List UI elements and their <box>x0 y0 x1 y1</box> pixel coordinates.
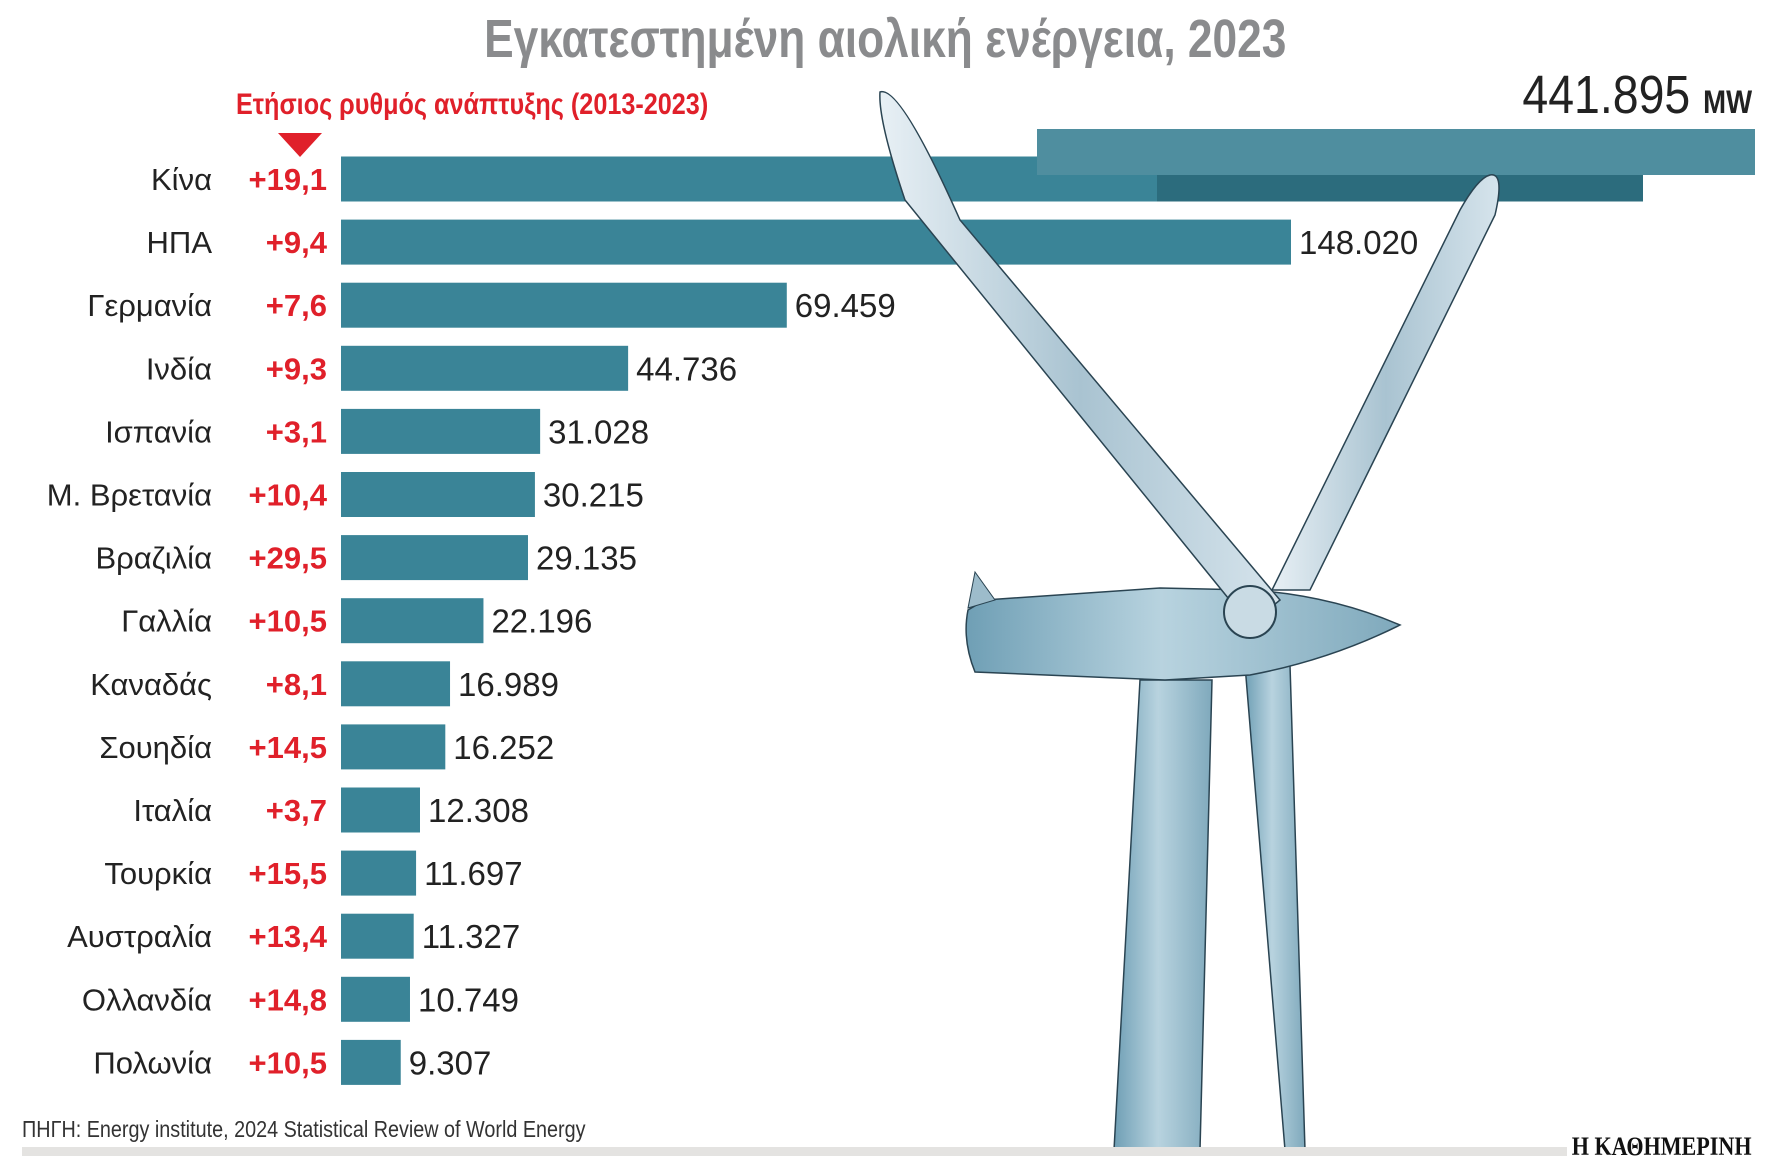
source-note: ΠΗΓΗ: Energy institute, 2024 Statistical… <box>22 1116 586 1142</box>
value-label: 44.736 <box>636 350 737 387</box>
bar <box>341 345 629 391</box>
country-label: Πολωνία <box>93 1045 212 1080</box>
country-label: Σουηδία <box>99 730 212 765</box>
growth-label: +13,4 <box>249 919 328 954</box>
growth-label: +9,3 <box>266 351 327 386</box>
growth-label: +19,1 <box>249 162 327 197</box>
bar <box>341 976 410 1022</box>
growth-label: +14,8 <box>249 982 327 1017</box>
country-label: Τουρκία <box>104 856 212 891</box>
growth-label: +10,4 <box>249 478 328 513</box>
country-label: Ισπανία <box>105 414 212 449</box>
bar <box>341 535 528 581</box>
growth-label: +7,6 <box>266 288 327 323</box>
value-label: 22.196 <box>491 603 592 640</box>
value-label: 11.327 <box>422 918 520 955</box>
nacelle <box>965 587 1402 681</box>
growth-label: +10,5 <box>249 1045 327 1080</box>
country-label: Γερμανία <box>87 288 212 323</box>
country-label: Αυστραλία <box>67 919 212 954</box>
bar <box>341 282 787 328</box>
blade-up-right <box>1270 174 1500 591</box>
country-label: ΗΠΑ <box>147 225 213 260</box>
country-label: Γαλλία <box>121 604 212 639</box>
growth-label: +8,1 <box>266 667 327 702</box>
hub <box>1223 585 1277 639</box>
bar <box>341 724 446 770</box>
value-label: 11.697 <box>424 855 522 892</box>
growth-label: +9,4 <box>266 225 328 260</box>
bar <box>341 219 1291 265</box>
blade-down <box>1244 664 1306 1151</box>
bar-china-overflow <box>1037 129 1755 175</box>
value-label: 10.749 <box>418 981 519 1018</box>
value-label: 16.252 <box>453 729 554 766</box>
tower <box>1113 679 1213 1151</box>
bar <box>341 661 451 707</box>
growth-label: +10,5 <box>249 604 327 639</box>
value-label: 29.135 <box>536 540 637 577</box>
growth-label: +14,5 <box>249 730 327 765</box>
country-label: Βραζιλία <box>95 541 212 576</box>
value-label: 69.459 <box>795 287 896 324</box>
legend-marker-triangle <box>278 133 322 157</box>
country-label: Καναδάς <box>90 667 212 702</box>
publisher-logo: Η ΚΑΘΗΜΕΡΙΝΗ <box>1572 1132 1752 1161</box>
bar <box>341 850 417 896</box>
growth-label: +3,1 <box>266 414 327 449</box>
bar <box>341 598 484 644</box>
bar <box>341 1039 401 1085</box>
country-label: Ινδία <box>146 351 212 386</box>
growth-label: +15,5 <box>249 856 327 891</box>
country-label: Μ. Βρετανία <box>47 478 212 513</box>
growth-label: +3,7 <box>266 793 327 828</box>
country-label: Ολλανδία <box>82 982 212 1017</box>
bar <box>341 408 541 454</box>
china-total-label: 441.895 MW <box>1522 65 1752 125</box>
chart-title: Εγκατεστημένη αιολική ενέργεια, 2023 <box>483 9 1287 69</box>
bar <box>341 913 414 959</box>
country-label: Κίνα <box>151 162 212 197</box>
value-label: 30.215 <box>543 477 644 514</box>
value-label: 31.028 <box>548 413 649 450</box>
bar <box>341 787 420 833</box>
value-label: 12.308 <box>428 792 529 829</box>
country-label: Ιταλία <box>133 793 212 828</box>
bar <box>341 472 535 517</box>
value-label: 148.020 <box>1299 224 1418 261</box>
growth-label: +29,5 <box>249 541 327 576</box>
value-label: 16.989 <box>458 666 559 703</box>
growth-legend-label: Ετήσιος ρυθμός ανάπτυξης (2013-2023) <box>236 88 709 121</box>
blade-up-left <box>879 91 1282 627</box>
value-label: 9.307 <box>409 1044 492 1081</box>
footer-divider <box>22 1147 1567 1156</box>
